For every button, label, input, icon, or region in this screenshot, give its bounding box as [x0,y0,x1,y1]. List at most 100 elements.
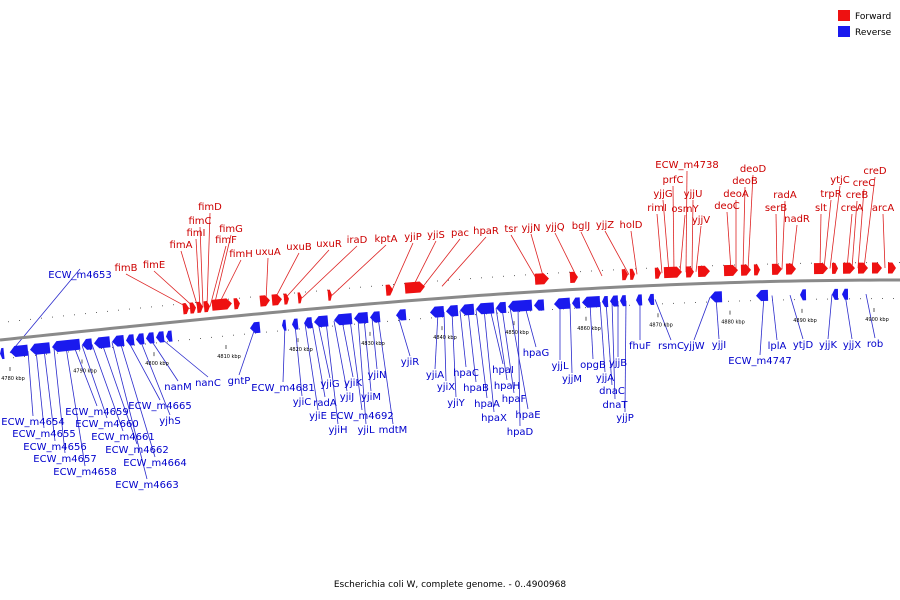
reverse-gene-label: fhuF [629,341,651,352]
reverse-gene-arrow [166,330,173,342]
reverse-gene-arrow [620,295,627,307]
forward-gene-arrow [189,302,196,314]
reverse-gene-label: yjiE [309,411,327,422]
forward-gene-label: tsr [504,224,518,235]
reverse-gene-arrow [126,334,135,346]
reverse-gene-label: hpaF [502,394,527,405]
reverse-gene-label: radA [313,398,337,409]
forward-gene-arrow [327,289,332,301]
reverse-gene-label: mdtM [379,425,408,436]
forward-gene-label: fimC [188,216,211,227]
reverse-gene-arrow [602,295,609,308]
forward-gene-arrow [740,264,751,276]
forward-gene-arrow [654,267,661,279]
reverse-gene-arrow [292,318,299,330]
reverse-gene-arrow [636,294,643,306]
reverse-gene-arrows [0,288,849,360]
scale-ticks: 4780 kbp 4790 kbp 4800 kbp 4810 kbp 4820 kbp… [1,308,889,382]
forward-gene-arrow [385,284,393,296]
forward-gene-label: slt [815,203,827,214]
reverse-gene-label: rob [867,339,883,350]
scale-tick-label: 4890 kbp [793,318,817,324]
reverse-gene-labels: ECW_m4653ECW_m4654ECW_m4655ECW_m4656ECW_… [1,270,883,491]
reverse-gene-label: opgB [580,360,606,371]
forward-gene-label: kptA [375,234,398,245]
reverse-gene-arrow [496,301,507,314]
reverse-gene-arrow [842,288,849,300]
forward-gene-arrow [842,262,855,274]
forward-gene-arrow [771,263,782,275]
forward-gene-arrow [534,273,549,285]
reverse-gene-arrow [82,338,93,350]
forward-gene-label: yjjN [522,223,541,234]
reverse-gene-label: yjiG [320,379,339,390]
forward-gene-label: nadR [784,214,810,225]
forward-gene-arrow [203,301,210,313]
forward-gene-arrow [887,262,896,274]
reverse-gene-label: dnaT [603,400,629,411]
reverse-gene-label: yjjP [616,413,634,424]
forward-gene-label: holD [620,220,643,231]
reverse-gene-arrow [508,299,533,312]
forward-gene-label: osmY [671,204,699,215]
forward-gene-label: fimF [215,235,237,246]
forward-gene-arrow [723,264,738,277]
reverse-gene-label: ECW_m4692 [330,411,393,422]
forward-gene-arrow [182,303,189,315]
reverse-gene-arrow [52,338,81,353]
scale-tick-label: 4850 kbp [505,330,529,336]
reverse-gene-label: nanM [164,382,191,393]
reverse-gene-arrow [610,295,619,307]
forward-gene-label: yjjQ [545,222,564,233]
reverse-gene-arrow [370,311,381,323]
reverse-gene-label: yjiC [293,397,311,408]
forward-gene-label: rimI [647,203,667,214]
forward-gene-label: deoA [723,189,749,200]
forward-gene-label: deoB [732,176,758,187]
legend-reverse-swatch [838,26,850,37]
reverse-gene-label: ECW_m4664 [123,458,186,469]
reverse-gene-arrow [648,293,655,305]
genome-backbone [0,278,900,342]
scale-tick-label: 4860 kbp [577,326,601,332]
forward-gene-label: fimA [170,240,193,251]
forward-gene-label: ECW_m4738 [655,160,718,171]
reverse-gene-label: lplA [768,341,787,352]
reverse-gene-label: ECW_m4663 [115,480,178,491]
reverse-gene-arrow [146,332,155,344]
reverse-gene-label: ECW_m4657 [33,454,96,465]
reverse-gene-arrow [476,302,495,315]
reverse-gene-label: hpaA [474,399,500,410]
reverse-gene-label: ytjD [793,340,814,351]
forward-gene-arrow [697,265,710,277]
forward-gene-arrow [753,264,760,276]
reverse-gene-label: ECW_m4656 [23,442,86,453]
forward-gene-arrow [196,301,203,313]
forward-gene-arrow [871,262,882,274]
forward-gene-label: creD [863,166,887,177]
reverse-gene-arrow [354,311,369,324]
reverse-gene-arrow [710,291,723,303]
forward-gene-arrow [233,298,240,310]
forward-gene-arrow [663,266,682,279]
reverse-gene-label: yjjL [551,361,568,372]
caption: Escherichia coli W, complete genome. - 0… [334,580,567,590]
reverse-gene-label: nanC [195,378,221,389]
reverse-gene-label: ECW_m4665 [128,401,191,412]
forward-gene-arrow [785,263,796,275]
reverse-gene-label: hpaE [515,410,540,421]
reverse-gene-label: yjiX [437,382,455,393]
forward-gene-arrow [629,268,635,280]
forward-gene-label: fimH [229,249,253,260]
reverse-gene-label: yjiA [426,370,444,381]
forward-gene-label: bglJ [572,221,590,232]
reverse-gene-label: hpaH [494,381,520,392]
forward-gene-label: pac [451,228,469,239]
forward-gene-label: uxuB [286,242,312,253]
reverse-gene-label: yjhS [159,416,180,427]
forward-gene-label: yjjU [684,189,703,200]
reverse-gene-arrow [396,309,407,321]
forward-gene-label: fimE [143,260,165,271]
forward-gene-label: uxuA [255,247,281,258]
